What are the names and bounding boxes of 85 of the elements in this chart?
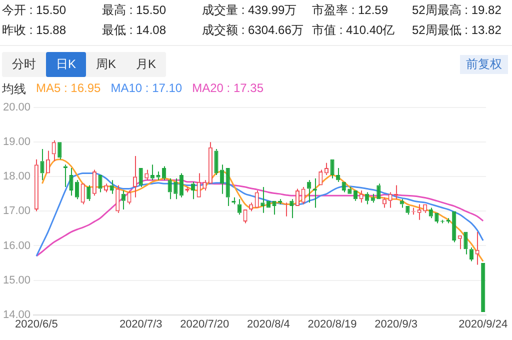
candlestick — [370, 193, 375, 204]
candlestick — [58, 142, 62, 160]
text: 分时 — [11, 56, 37, 73]
candlestick — [46, 150, 50, 174]
candlestick — [423, 204, 428, 214]
candlestick — [133, 155, 138, 198]
text: 成交量 : 439.99万 — [202, 2, 298, 19]
candlestick — [121, 190, 126, 210]
candlestick — [150, 164, 154, 181]
y-tick-label: 17.00 — [2, 205, 31, 218]
candlestick — [40, 148, 44, 181]
candlestick — [243, 209, 248, 224]
candlestick — [202, 180, 207, 191]
candlestick — [226, 168, 230, 207]
legend-title: 均线 — [2, 81, 26, 98]
candlestick — [428, 207, 433, 219]
candlestick — [290, 198, 294, 219]
x-tick-label: 2020/8/4 — [247, 318, 290, 330]
candlestick — [260, 186, 265, 214]
candlestick — [168, 178, 172, 200]
candlestick — [127, 190, 132, 205]
text: 市盈率 : 12.59 — [312, 2, 390, 19]
text: 最低 : 14.08 — [102, 22, 168, 39]
text: 月K — [135, 56, 158, 73]
candlestick — [464, 232, 468, 255]
text: 市值 : 410.40亿 — [312, 22, 396, 39]
candlestick — [376, 183, 381, 200]
y-tick-label: 14.00 — [2, 308, 31, 321]
text: MA20 : 17.35 — [192, 81, 264, 97]
candlestick — [191, 181, 196, 200]
candlestick — [80, 184, 85, 205]
candlestick — [475, 231, 480, 266]
candlestick — [179, 172, 184, 198]
candlestick — [452, 211, 456, 243]
candlestick — [417, 204, 422, 220]
candlestick — [249, 202, 254, 212]
candlestick — [220, 164, 224, 194]
candlestick — [301, 186, 306, 205]
x-tick-label: 2020/8/19 — [308, 318, 357, 330]
candlestick — [272, 200, 276, 216]
text: 最高 : 15.50 — [102, 2, 168, 19]
candlestick — [365, 192, 370, 205]
candlestick — [214, 148, 218, 176]
y-tick-label: 20.00 — [2, 102, 31, 114]
x-tick-label: 2020/7/20 — [180, 318, 230, 330]
text: 周K — [95, 56, 118, 73]
y-tick-label: 15.00 — [2, 274, 31, 286]
y-tick-label: 19.00 — [2, 136, 31, 148]
candlestick — [359, 190, 364, 204]
candlestick — [307, 180, 312, 204]
candlestick — [75, 180, 80, 200]
candlestick — [69, 168, 74, 196]
candlestick — [400, 198, 404, 208]
candlestick — [34, 158, 38, 212]
candlestick — [174, 178, 178, 200]
candlestick — [237, 198, 242, 216]
candlestick — [348, 186, 352, 194]
candlestick — [156, 170, 160, 181]
text: 前复权 — [460, 55, 508, 74]
candlestick — [86, 184, 91, 202]
x-tick-label: 2020/9/24 — [458, 318, 508, 330]
text: 成交额 : 6304.66万 — [202, 22, 304, 39]
candlestick — [116, 184, 120, 214]
candlestick — [196, 172, 201, 198]
text: MA5 : 16.95 — [36, 81, 101, 97]
candlestick — [388, 192, 392, 208]
candlestick — [52, 140, 56, 162]
candlestick — [353, 190, 358, 202]
y-tick-label: 18.00 — [2, 170, 31, 183]
x-tick-label: 2020/9/3 — [374, 318, 418, 330]
x-tick-label: 2020/6/5 — [15, 318, 58, 330]
candlestick — [110, 180, 114, 194]
candlestick — [336, 168, 340, 182]
text: 52周最低 : 13.82 — [412, 22, 502, 39]
x-tick-label: 2020/7/3 — [119, 318, 162, 330]
text: 今开 : 15.50 — [2, 2, 68, 19]
text: MA10 : 17.10 — [110, 81, 182, 97]
text: 日K — [46, 52, 86, 77]
text: 昨收 : 15.88 — [2, 22, 68, 39]
text: 52周最高 : 19.82 — [412, 2, 502, 19]
candlestick — [330, 159, 334, 179]
y-tick-label: 16.00 — [2, 240, 31, 252]
candlestick — [469, 246, 474, 262]
candlestick — [434, 212, 439, 224]
candlestick — [208, 142, 212, 184]
